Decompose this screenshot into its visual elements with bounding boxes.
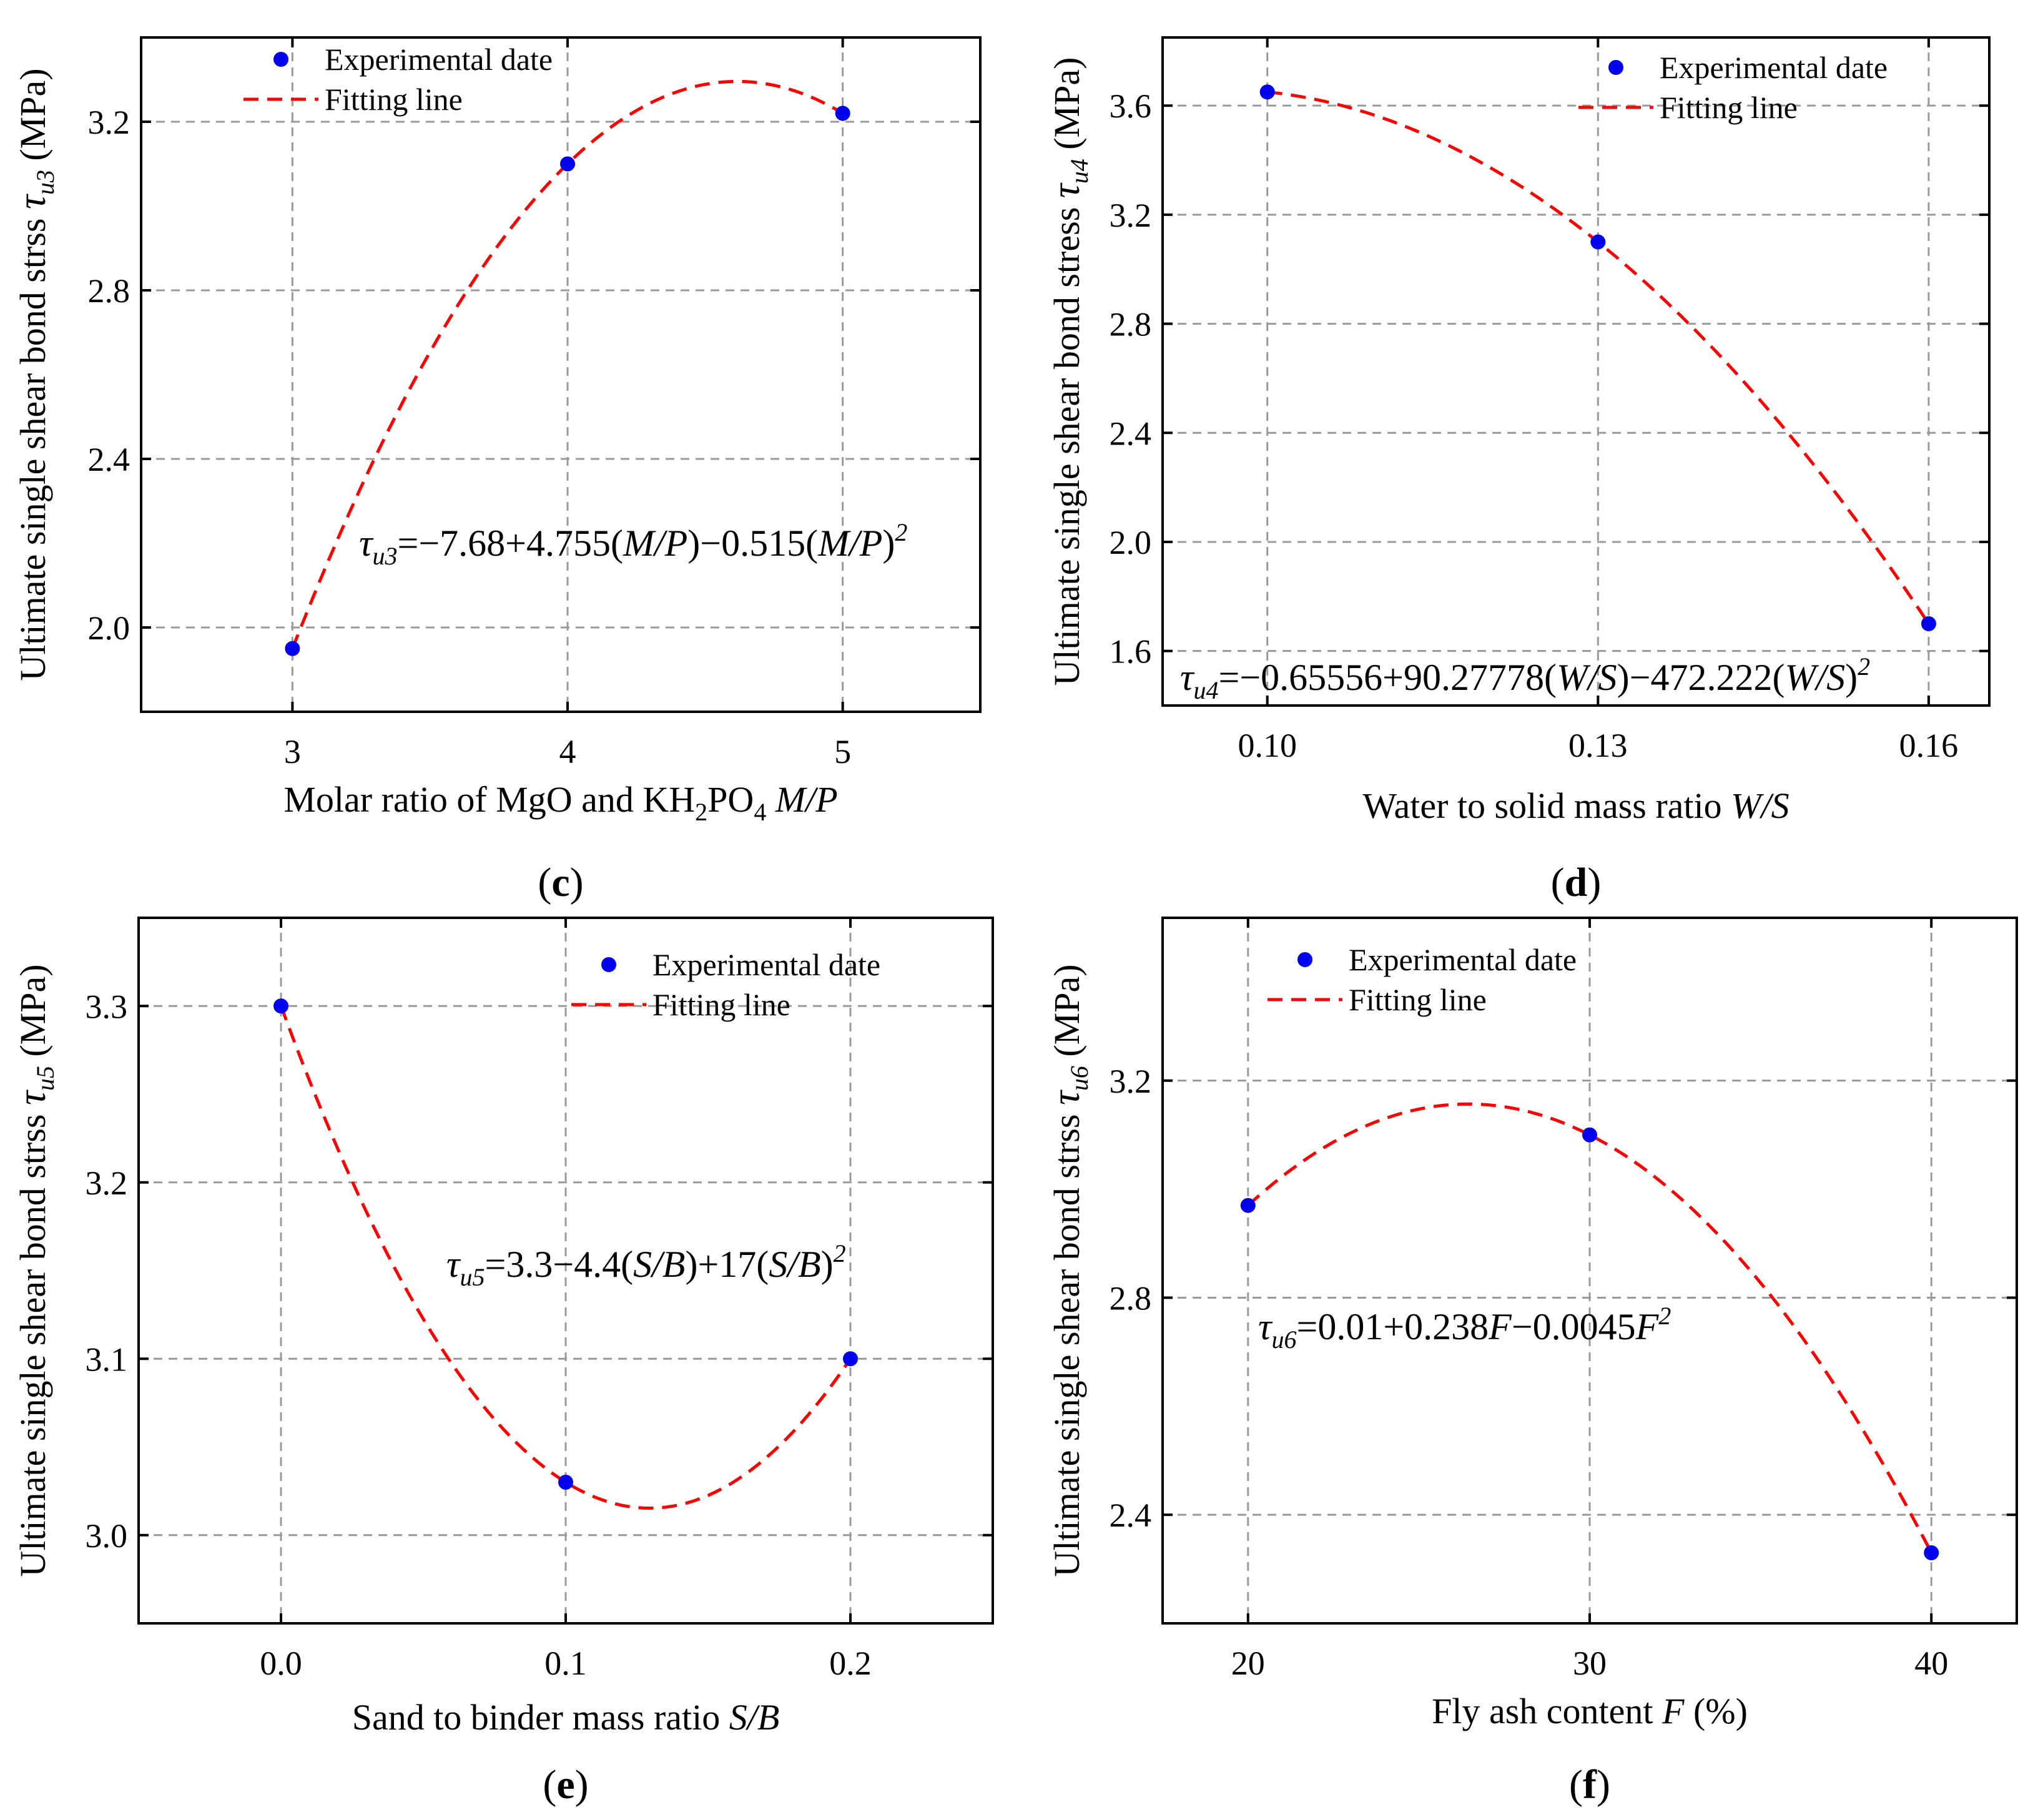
data-point	[560, 156, 576, 172]
legend-label-points: Experimental date	[652, 947, 880, 982]
fit-equation: τu3=−7.68+4.755(M/P)−0.515(M/P)2	[359, 518, 907, 570]
y-tick-label: 2.4	[88, 441, 130, 478]
y-tick-label: 2.8	[1110, 306, 1152, 343]
legend-marker-points	[1608, 60, 1623, 75]
y-tick-label: 2.8	[1110, 1279, 1152, 1317]
data-point	[273, 998, 288, 1014]
y-tick-label: 3.3	[86, 988, 128, 1025]
y-tick-label: 2.8	[88, 272, 130, 310]
legend-label-points: Experimental date	[1349, 942, 1577, 977]
panel-label: (d)	[1551, 860, 1602, 905]
fitting-line	[1247, 1102, 1933, 1554]
panel-label: (e)	[543, 1762, 588, 1808]
fit-equation: τu6=0.01+0.238F−0.0045F2	[1258, 1302, 1671, 1354]
y-tick-label: 3.2	[1110, 197, 1152, 234]
legend-label-points: Experimental date	[1660, 50, 1888, 85]
x-tick-label: 0.10	[1238, 727, 1297, 764]
data-point	[1921, 616, 1936, 631]
y-tick-label: 3.0	[86, 1517, 128, 1555]
panel-label: (f)	[1569, 1762, 1610, 1808]
data-point	[1590, 234, 1606, 250]
x-tick-label: 0.13	[1568, 727, 1628, 764]
y-axis-label: Ultimate single shear bond strss τu6 (MP…	[1043, 964, 1093, 1577]
fitting-line	[291, 79, 844, 649]
x-axis-label: Molar ratio of MgO and KH2PO4 M/P	[283, 779, 837, 826]
y-axis-label: Ultimate single shear bond strss τu5 (MP…	[9, 964, 59, 1577]
x-tick-label: 5	[834, 733, 851, 770]
x-tick-label: 30	[1573, 1645, 1607, 1682]
x-tick-label: 0.16	[1899, 727, 1959, 764]
y-axis-label: Ultimate single shear bond strss τu3 (MP…	[9, 68, 59, 681]
y-tick-label: 3.2	[88, 104, 130, 141]
legend-marker-points	[273, 52, 288, 67]
y-tick-label: 2.4	[1110, 1497, 1152, 1534]
data-point	[843, 1351, 858, 1367]
data-point	[558, 1475, 573, 1490]
fitting-line	[279, 1005, 852, 1510]
y-tick-label: 3.6	[1110, 87, 1152, 125]
fit-equation: τu4=−0.65556+90.27778(W/S)−472.222(W/S)2	[1180, 652, 1870, 704]
legend-label-fit: Fitting line	[1660, 90, 1798, 125]
y-tick-label: 2.4	[1110, 415, 1152, 452]
x-tick-label: 3	[284, 733, 301, 770]
chart-panel-e: 0.0 0.1 0.2 3.0 3.1 3.2 3.3 Experimental date Fi…	[9, 917, 994, 1808]
y-tick-label: 2.0	[88, 609, 130, 647]
legend-marker-points	[1297, 952, 1312, 967]
y-tick-label: 1.6	[1110, 633, 1152, 671]
x-axis-label: Water to solid mass ratio W/S	[1362, 785, 1789, 826]
y-tick-label: 3.1	[86, 1340, 128, 1378]
data-point	[1259, 84, 1275, 100]
y-tick-label: 2.0	[1110, 524, 1152, 561]
chart-panel-f: 20 30 40 2.4 2.8 3.2 Experimental date Fitting …	[1043, 917, 2018, 1808]
x-axis-label: Sand to binder mass ratio S/B	[352, 1697, 780, 1738]
x-tick-label: 4	[559, 733, 576, 770]
chart-panel-d: 0.10 0.13 0.16 1.6 2.0 2.4 2.8 3.2 3.6 Experiment…	[1043, 36, 1991, 905]
x-tick-label: 20	[1231, 1645, 1265, 1682]
data-point	[835, 106, 850, 121]
data-point	[1924, 1545, 1939, 1560]
x-axis-label: Fly ash content F (%)	[1432, 1691, 1748, 1731]
data-point	[285, 641, 300, 656]
plot-frame	[140, 36, 982, 713]
y-tick-label: 3.2	[1110, 1063, 1152, 1100]
data-point	[1582, 1127, 1597, 1143]
plot-frame	[1161, 36, 1991, 707]
panel-label: (c)	[538, 860, 583, 905]
legend-label-fit: Fitting line	[652, 987, 790, 1022]
x-tick-label: 40	[1914, 1645, 1948, 1682]
fit-equation: τu5=3.3−4.4(S/B)+17(S/B)2	[446, 1239, 846, 1291]
x-tick-label: 0.1	[544, 1645, 587, 1682]
x-tick-label: 0.2	[829, 1645, 872, 1682]
legend-label-fit: Fitting line	[1349, 982, 1487, 1017]
y-tick-label: 3.2	[86, 1164, 128, 1202]
data-point	[1240, 1198, 1256, 1213]
y-axis-label: Ultimate single shear bond stress τu4 (M…	[1043, 57, 1093, 686]
chart-panel-c: 3 4 5 2.0 2.4 2.8 3.2 Experimental date Fitting …	[9, 36, 982, 905]
legend-label-fit: Fitting line	[325, 82, 463, 117]
x-tick-label: 0.0	[260, 1645, 302, 1682]
legend-label-points: Experimental date	[325, 42, 553, 77]
legend-marker-points	[601, 957, 616, 972]
